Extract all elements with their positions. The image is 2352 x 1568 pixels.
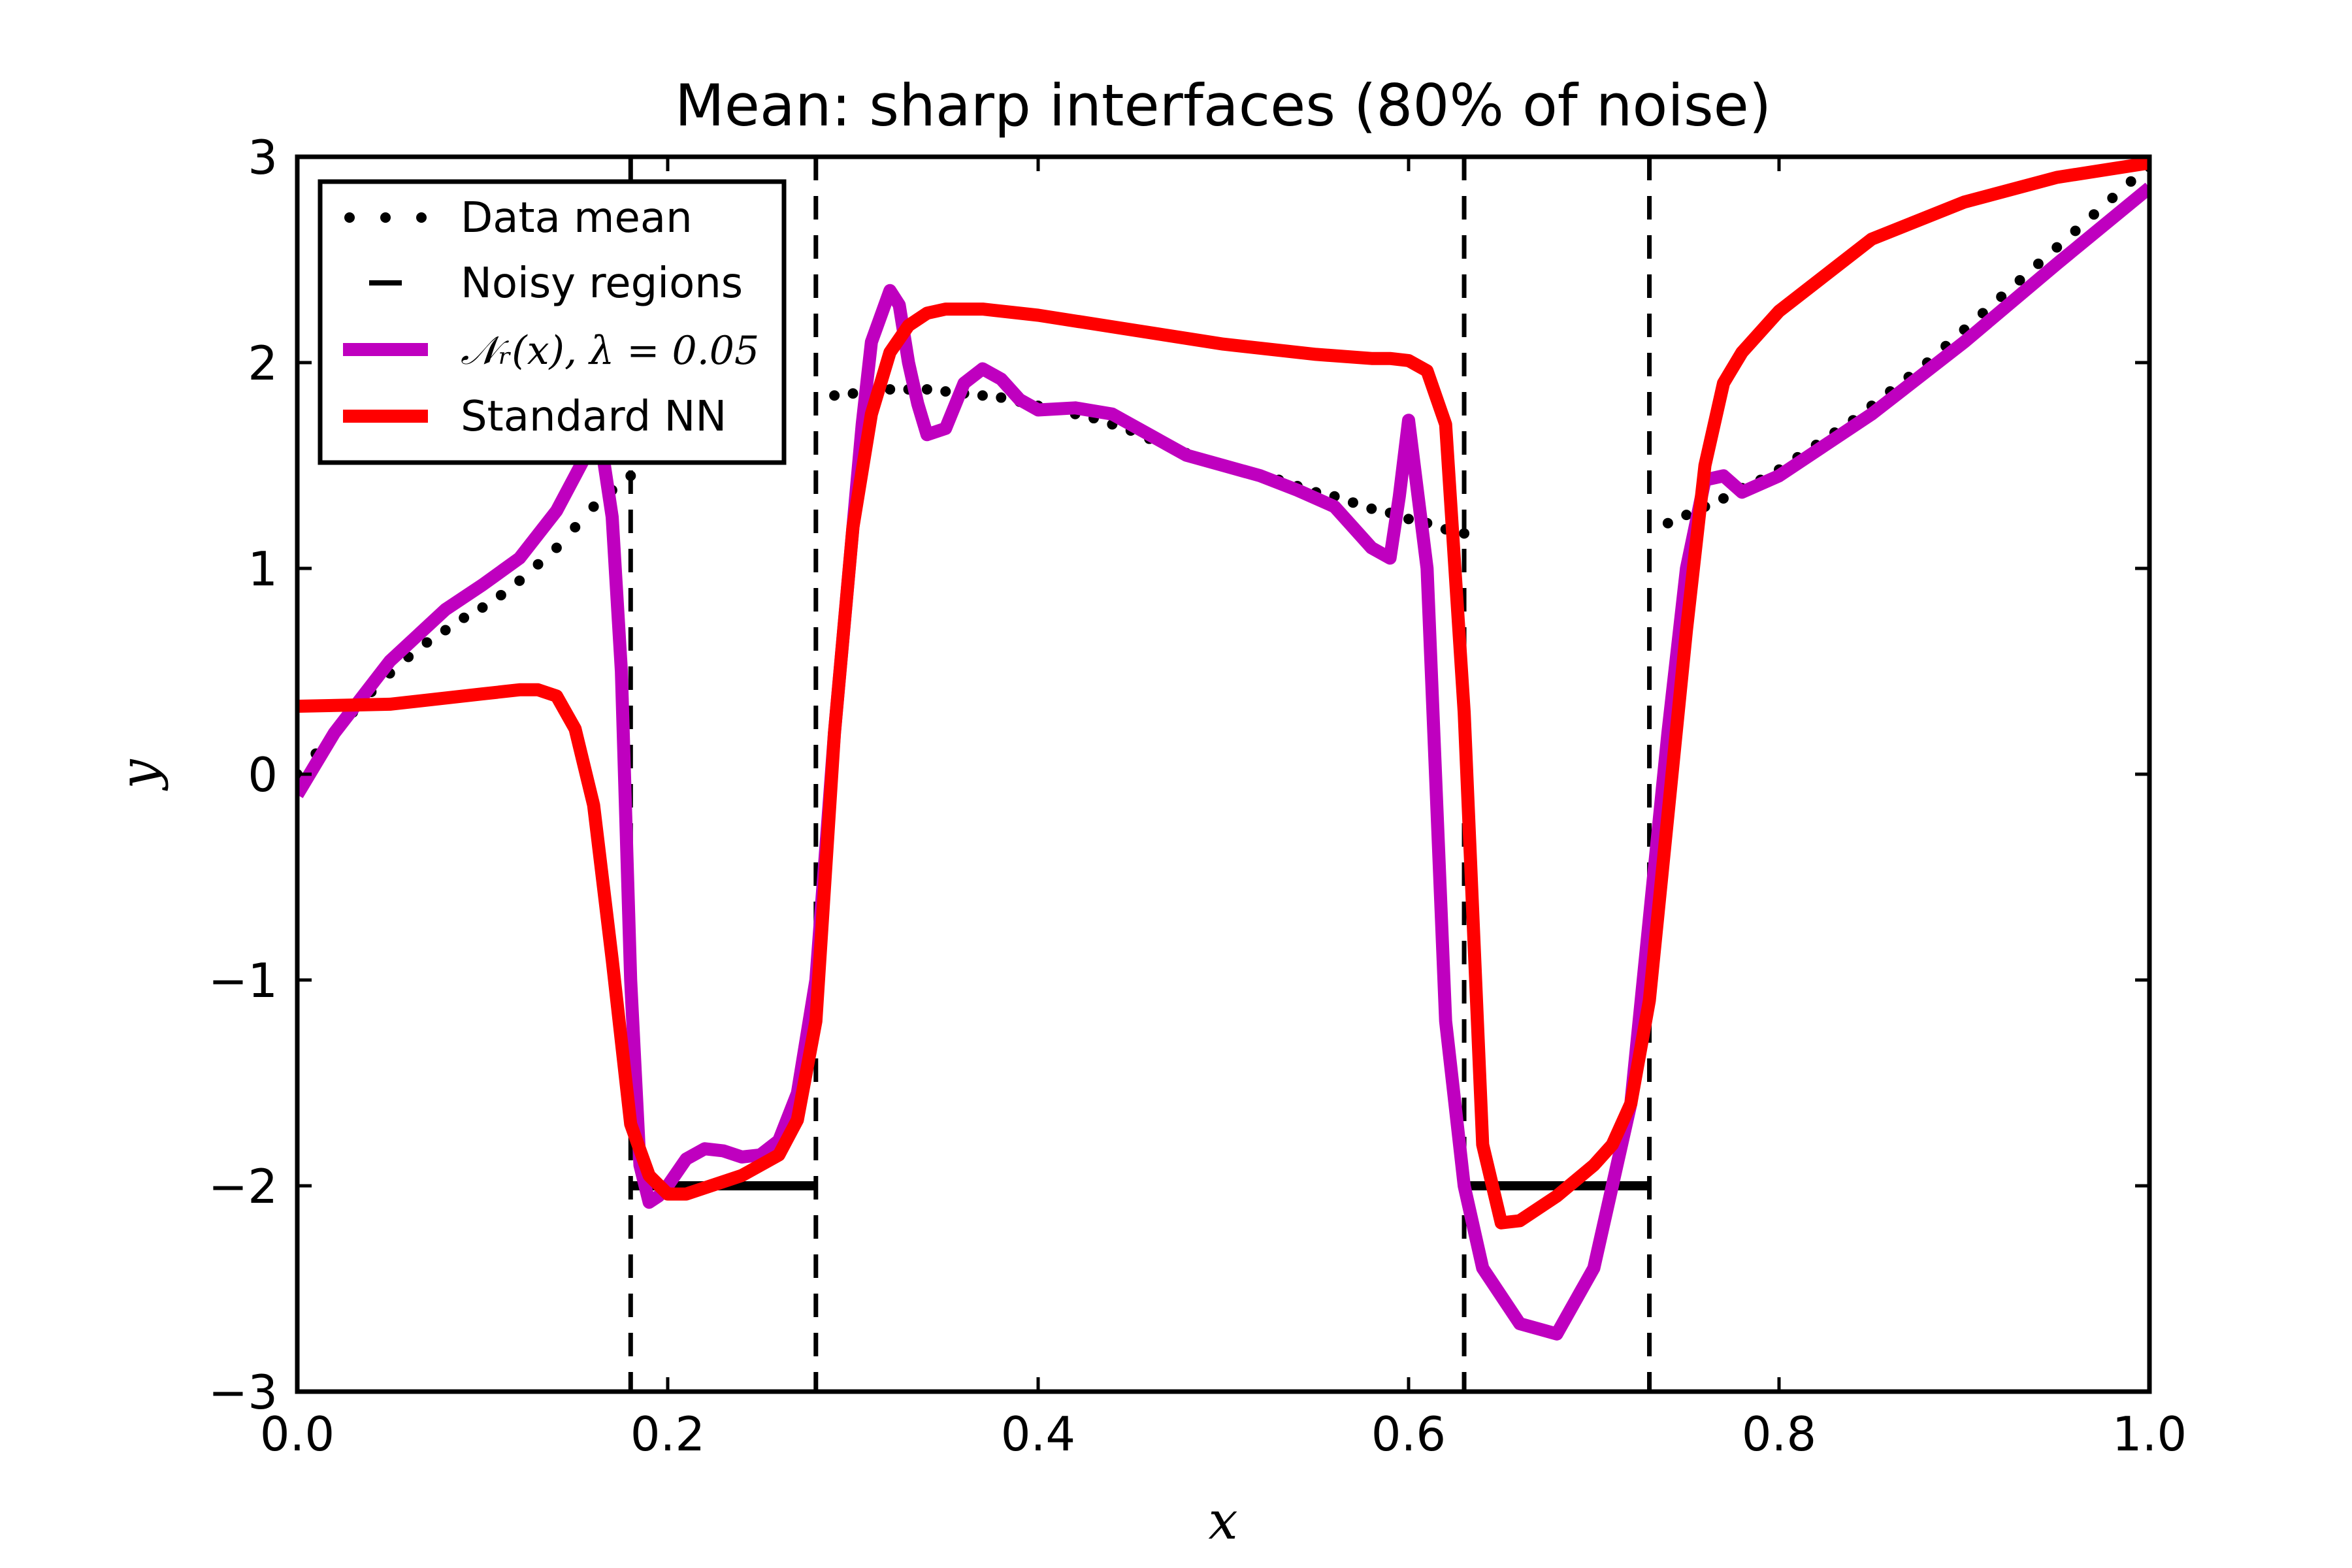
data-mean-point bbox=[2033, 258, 2044, 269]
data-mean-point bbox=[1996, 291, 2007, 302]
data-mean-point bbox=[570, 522, 581, 532]
legend-label-noisy-regions: Noisy regions bbox=[461, 259, 743, 308]
data-mean-point bbox=[1662, 517, 1673, 529]
y-tick-label: −2 bbox=[208, 1159, 278, 1214]
axes: 0.0 0.2 0.4 0.6 0.8 1.0 −3 −2 −1 0 1 2 3 bbox=[208, 130, 2187, 1462]
plot-area bbox=[297, 157, 2149, 1392]
x-axis-label: x bbox=[1208, 1490, 1237, 1551]
chart-title: Mean: sharp interfaces (80% of noise) bbox=[675, 72, 1771, 139]
y-tick-label: 0 bbox=[248, 747, 278, 802]
data-mean-point bbox=[977, 390, 988, 401]
legend: Data mean Noisy regions 𝒩ᵣ(x), λ = 0.05 Sta… bbox=[318, 179, 787, 465]
data-mean-point bbox=[588, 501, 599, 512]
legend-marker-data-mean bbox=[380, 212, 391, 223]
data-mean-point bbox=[421, 637, 433, 648]
x-tick-label: 0.8 bbox=[1742, 1407, 1817, 1462]
legend-marker-data-mean bbox=[416, 212, 427, 223]
data-mean-point bbox=[1459, 528, 1470, 539]
x-tick-label: 1.0 bbox=[2112, 1407, 2187, 1462]
data-mean-point bbox=[940, 386, 951, 397]
series-line-standard-nn bbox=[297, 157, 2149, 1230]
data-mean-point bbox=[1718, 493, 1729, 504]
y-tick-label: 1 bbox=[248, 542, 278, 596]
data-mean-point bbox=[996, 392, 1007, 403]
legend-label-data-mean: Data mean bbox=[461, 194, 693, 242]
data-mean-point bbox=[1366, 503, 1377, 514]
legend-frame bbox=[318, 179, 787, 465]
legend-label-standard-nn: Standard NN bbox=[461, 393, 727, 441]
data-mean-point bbox=[2088, 209, 2099, 220]
data-mean-point bbox=[495, 589, 506, 600]
data-mean-point bbox=[551, 542, 562, 553]
data-mean-point bbox=[532, 559, 544, 570]
legend-label-n-r-x-lambda-0-05: 𝒩ᵣ(x), λ = 0.05 bbox=[461, 328, 759, 374]
legend-marker-data-mean bbox=[344, 212, 355, 223]
data-mean-point bbox=[514, 575, 525, 586]
x-tick-label: 0.6 bbox=[1371, 1407, 1446, 1462]
data-mean-point bbox=[2107, 193, 2118, 203]
data-mean-point bbox=[2051, 242, 2063, 253]
x-tick-label: 0.0 bbox=[260, 1407, 335, 1462]
y-tick-label: 2 bbox=[248, 336, 278, 391]
data-mean-point bbox=[2070, 225, 2081, 237]
data-mean-point bbox=[440, 625, 451, 636]
data-mean-point bbox=[921, 384, 932, 395]
y-tick-label: 3 bbox=[248, 130, 278, 185]
x-tick-label: 0.4 bbox=[1001, 1407, 1076, 1462]
data-mean-point bbox=[2014, 275, 2025, 286]
y-tick-label: −3 bbox=[208, 1365, 278, 1420]
data-mean-point bbox=[885, 384, 896, 395]
data-mean-point bbox=[1347, 497, 1358, 508]
x-tick-label: 0.2 bbox=[630, 1407, 706, 1462]
y-tick-label: −1 bbox=[208, 953, 278, 1008]
data-mean-point bbox=[477, 602, 488, 613]
series-line-n-r-x-lambda-0-05 bbox=[297, 182, 2149, 1341]
data-mean-point bbox=[1681, 510, 1692, 521]
data-mean-point bbox=[459, 612, 470, 623]
data-mean-point bbox=[1403, 514, 1414, 525]
data-mean-point bbox=[847, 388, 858, 399]
data-mean-point bbox=[625, 470, 636, 482]
y-axis-label: y bbox=[108, 759, 169, 791]
data-mean-point bbox=[2125, 176, 2136, 187]
data-mean-point bbox=[829, 390, 840, 401]
